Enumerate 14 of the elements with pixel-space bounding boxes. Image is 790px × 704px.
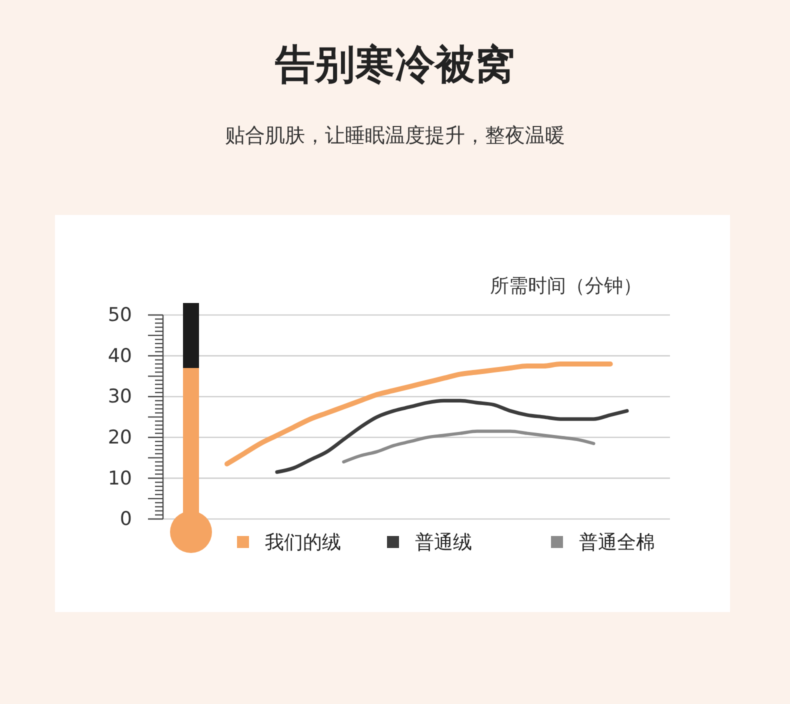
line-series bbox=[275, 398, 629, 474]
y-tick-label: 0 bbox=[120, 508, 132, 530]
y-tick-label: 50 bbox=[108, 304, 132, 326]
line-series bbox=[342, 430, 596, 464]
y-tick-label: 30 bbox=[108, 386, 132, 408]
chart-subtitle: 贴合肌肤，让睡眠温度提升，整夜温暖 bbox=[225, 123, 565, 147]
legend-label: 普通全棉 bbox=[579, 532, 655, 554]
y-axis-title: 所需时间（分钟） bbox=[490, 275, 642, 297]
y-tick-label: 40 bbox=[108, 344, 132, 367]
chart-title: 告别寒冷被窝 bbox=[274, 42, 515, 88]
legend-label: 普通绒 bbox=[415, 532, 472, 554]
y-tick-label: 20 bbox=[108, 426, 132, 448]
legend-label: 我们的绒 bbox=[265, 532, 341, 554]
y-tick-label: 10 bbox=[108, 467, 132, 490]
